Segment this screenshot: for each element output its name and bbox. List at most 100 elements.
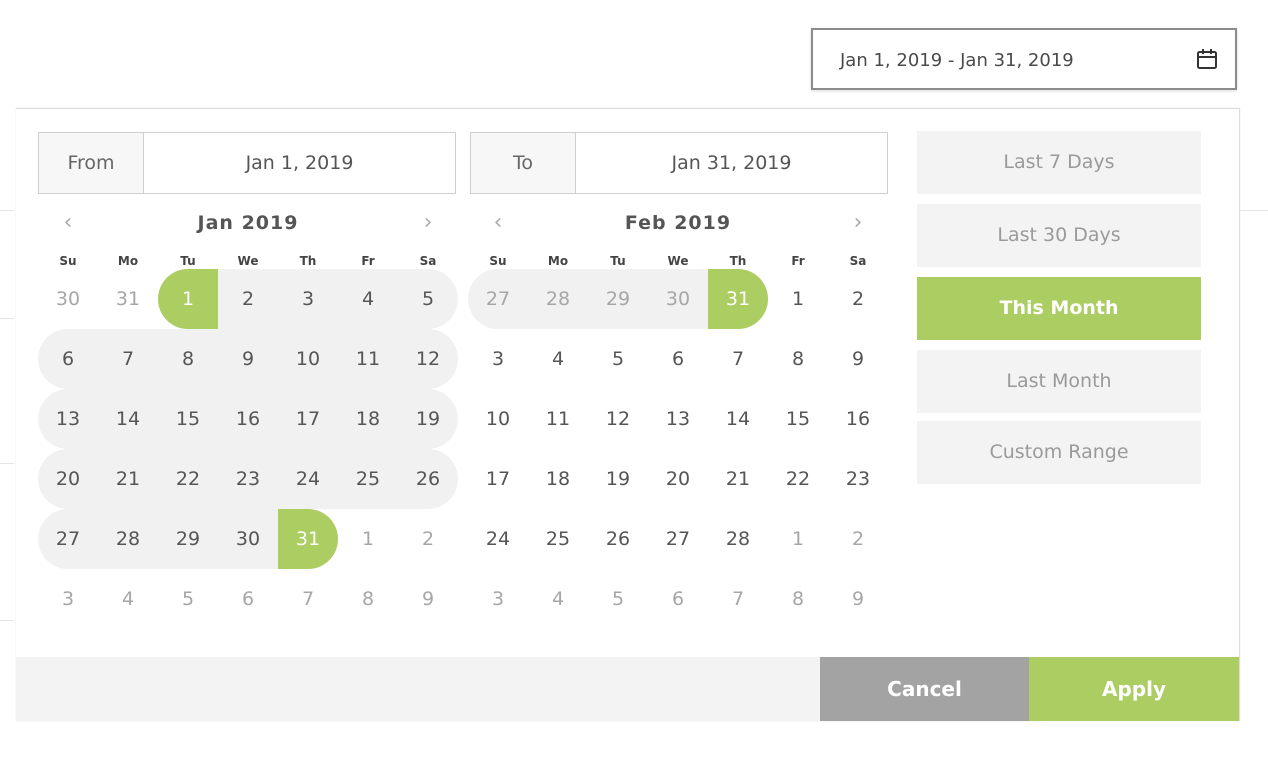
day-cell[interactable]: 28 [725,528,751,550]
day-cell[interactable]: 22 [175,468,201,490]
cancel-button[interactable]: Cancel [820,657,1029,721]
day-cell[interactable]: 14 [115,408,141,430]
next-month-icon[interactable]: › [853,210,863,235]
day-cell[interactable]: 3 [61,588,75,610]
day-cell[interactable]: 9 [421,588,435,610]
day-cell[interactable]: 27 [665,528,691,550]
day-cell[interactable]: 1 [791,528,805,550]
day-cell[interactable]: 12 [415,348,441,370]
day-cell[interactable]: 7 [731,348,745,370]
prev-month-icon[interactable]: ‹ [63,210,73,235]
day-cell[interactable]: 30 [235,528,261,550]
day-cell[interactable]: 18 [545,468,571,490]
day-cell[interactable]: 6 [241,588,255,610]
day-cell[interactable]: 2 [851,288,865,310]
day-cell[interactable]: 23 [235,468,261,490]
day-cell[interactable]: 14 [725,408,751,430]
day-cell[interactable]: 3 [301,288,315,310]
day-cell[interactable]: 1 [361,528,375,550]
day-cell[interactable]: 17 [485,468,511,490]
day-cell[interactable]: 20 [665,468,691,490]
day-cell[interactable]: 21 [115,468,141,490]
day-cell[interactable]: 27 [55,528,81,550]
range-this-month[interactable]: This Month [917,277,1201,340]
day-cell[interactable]: 10 [485,408,511,430]
range-last-30-days[interactable]: Last 30 Days [917,204,1201,267]
day-cell[interactable]: 15 [785,408,811,430]
day-cell[interactable]: 19 [605,468,631,490]
day-cell[interactable]: 15 [175,408,201,430]
day-cell[interactable]: 9 [241,348,255,370]
day-cell[interactable]: 4 [121,588,135,610]
day-cell[interactable]: 27 [485,288,511,310]
from-input[interactable]: Jan 1, 2019 [245,152,354,174]
day-cell[interactable]: 5 [421,288,435,310]
day-cell[interactable]: 5 [611,348,625,370]
day-cell[interactable]: 5 [181,588,195,610]
range-last-month[interactable]: Last Month [917,350,1201,413]
day-cell[interactable]: 29 [175,528,201,550]
day-cell[interactable]: 2 [421,528,435,550]
day-cell[interactable]: 22 [785,468,811,490]
day-cell[interactable]: 8 [181,348,195,370]
day-cell[interactable]: 3 [491,588,505,610]
day-cell[interactable]: 7 [301,588,315,610]
day-cell[interactable]: 24 [485,528,511,550]
day-cell[interactable]: 2 [851,528,865,550]
day-cell[interactable]: 13 [55,408,81,430]
next-month-icon[interactable]: › [423,210,433,235]
day-cell[interactable]: 2 [241,288,255,310]
day-cell[interactable]: 8 [791,588,805,610]
day-cell[interactable]: 7 [731,588,745,610]
calendar-icon[interactable] [1196,48,1218,70]
day-cell[interactable]: 7 [121,348,135,370]
day-cell-selected-start[interactable]: 1 [181,288,195,310]
day-cell[interactable]: 19 [415,408,441,430]
day-cell[interactable]: 4 [361,288,375,310]
day-cell[interactable]: 9 [851,588,865,610]
day-cell[interactable]: 11 [545,408,571,430]
day-cell[interactable]: 18 [355,408,381,430]
range-custom[interactable]: Custom Range [917,421,1201,484]
day-cell[interactable]: 12 [605,408,631,430]
day-cell[interactable]: 11 [355,348,381,370]
day-cell[interactable]: 13 [665,408,691,430]
day-cell-selected-end[interactable]: 31 [725,288,751,310]
day-cell[interactable]: 17 [295,408,321,430]
prev-month-icon[interactable]: ‹ [493,210,503,235]
day-cell[interactable]: 30 [55,288,81,310]
day-cell[interactable]: 26 [415,468,441,490]
to-input[interactable]: Jan 31, 2019 [671,152,792,174]
day-cell-selected-end[interactable]: 31 [295,528,321,550]
day-cell[interactable]: 31 [115,288,141,310]
apply-button[interactable]: Apply [1029,657,1239,721]
date-range-input[interactable]: Jan 1, 2019 - Jan 31, 2019 [811,28,1237,90]
day-cell[interactable]: 8 [361,588,375,610]
day-cell[interactable]: 24 [295,468,321,490]
day-cell[interactable]: 8 [791,348,805,370]
day-cell[interactable]: 28 [115,528,141,550]
day-cell[interactable]: 30 [665,288,691,310]
day-cell[interactable]: 26 [605,528,631,550]
day-cell[interactable]: 5 [611,588,625,610]
day-cell[interactable]: 23 [845,468,871,490]
day-cell[interactable]: 9 [851,348,865,370]
day-cell[interactable]: 21 [725,468,751,490]
day-cell[interactable]: 25 [355,468,381,490]
day-cell[interactable]: 4 [551,588,565,610]
day-cell[interactable]: 16 [845,408,871,430]
day-cell[interactable]: 25 [545,528,571,550]
day-cell[interactable]: 10 [295,348,321,370]
day-cell[interactable]: 6 [671,588,685,610]
day-cell[interactable]: 3 [491,348,505,370]
day-cell[interactable]: 1 [791,288,805,310]
day-cell[interactable]: 16 [235,408,261,430]
day-cell[interactable]: 20 [55,468,81,490]
day-cell[interactable]: 28 [545,288,571,310]
calendar-month-left: ‹ Jan 2019 › Su Mo Tu We Th Fr Sa 30 31 … [38,204,458,624]
day-cell[interactable]: 29 [605,288,631,310]
day-cell[interactable]: 6 [61,348,75,370]
day-cell[interactable]: 4 [551,348,565,370]
range-last-7-days[interactable]: Last 7 Days [917,131,1201,194]
day-cell[interactable]: 6 [671,348,685,370]
